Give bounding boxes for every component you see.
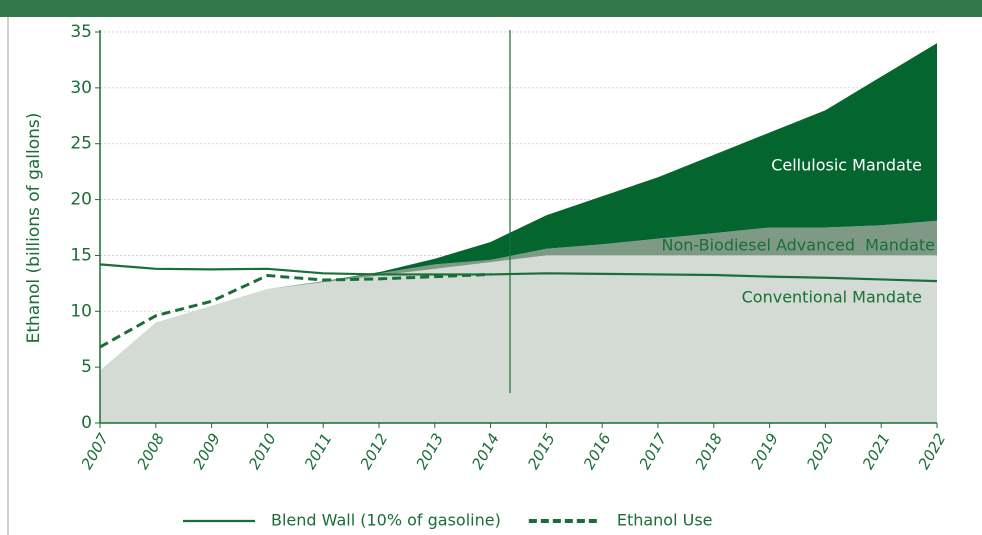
area	[100, 255, 937, 423]
x-tick-label: 2007	[78, 430, 113, 472]
line	[99, 272, 491, 349]
area-label: Non-Biodiesel Advanced Mandate	[662, 236, 936, 255]
x-tick-label: 2014	[468, 430, 503, 472]
y-axis-label: Ethanol (billions of gallons)	[24, 113, 44, 344]
x-tick-label: 2021	[859, 430, 894, 472]
x-tick-label: 2008	[133, 430, 168, 472]
y-tick-label: 25	[70, 134, 92, 154]
y-tick-label: 5	[81, 357, 92, 377]
header-banner	[0, 0, 982, 17]
x-tick-label: 2016	[580, 430, 615, 472]
x-tick-label: 2018	[691, 430, 726, 472]
x-tick-label: 2011	[301, 430, 336, 472]
x-tick-label: 2022	[915, 430, 950, 472]
area	[100, 220, 937, 371]
legend-label: Ethanol Use	[617, 511, 713, 530]
y-tick-label: 35	[70, 22, 92, 42]
area-label: Cellulosic Mandate	[771, 156, 922, 175]
y-tick-label: 10	[70, 301, 92, 321]
y-tick-label: 30	[70, 78, 92, 98]
x-tick-label: 2013	[412, 430, 447, 472]
x-tick-label: 2010	[245, 430, 280, 472]
x-tick-label: 2020	[803, 430, 838, 472]
area-label: Conventional Mandate	[742, 288, 922, 307]
y-tick-label: 15	[70, 245, 92, 265]
legend-label: Blend Wall (10% of gasoline)	[271, 511, 501, 530]
area	[100, 43, 937, 371]
y-tick-label: 20	[70, 190, 92, 210]
x-tick-label: 2009	[189, 430, 224, 472]
x-tick-label: 2015	[524, 430, 559, 472]
x-tick-label: 2012	[357, 430, 392, 472]
y-tick-label: 0	[81, 413, 92, 433]
line	[99, 263, 938, 283]
x-tick-label: 2019	[747, 430, 782, 472]
x-tick-label: 2017	[636, 430, 671, 472]
